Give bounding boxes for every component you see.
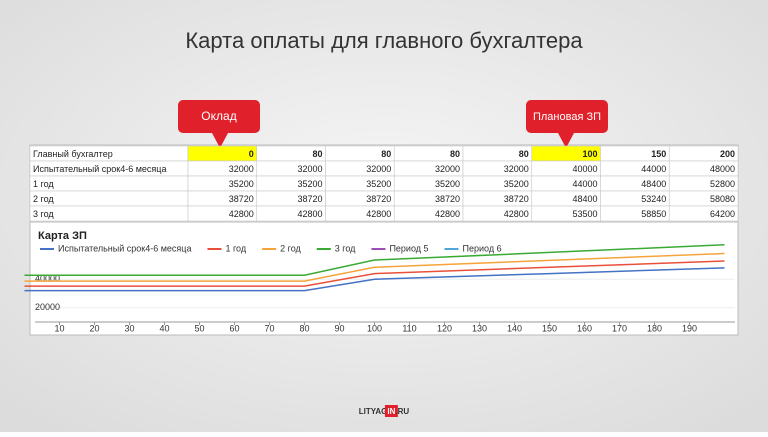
logo: LITYAGIN.RU <box>359 407 410 416</box>
slide-title: Карта оплаты для главного бухгалтера <box>185 28 583 53</box>
x-tick-label: 90 <box>334 323 344 333</box>
cell-text: 38720 <box>435 194 460 204</box>
cell-text: 32000 <box>504 164 529 174</box>
cell-text: 42800 <box>435 209 460 219</box>
cell-text: 35200 <box>297 179 322 189</box>
x-tick-label: 110 <box>402 323 416 333</box>
x-tick-label: 80 <box>299 323 309 333</box>
cell-text: 0 <box>249 149 254 159</box>
cell-text: 58850 <box>641 209 666 219</box>
cell-text: 42800 <box>366 209 391 219</box>
cell-text: 35200 <box>435 179 460 189</box>
table-cell <box>29 205 189 222</box>
cell-text: 32000 <box>435 164 460 174</box>
y-tick-label: 40000 <box>35 274 60 284</box>
cell-text: 32000 <box>229 164 254 174</box>
x-tick-label: 60 <box>229 323 239 333</box>
x-tick-label: 190 <box>682 323 697 333</box>
cell-text: 80 <box>450 149 460 159</box>
legend-label: Период 6 <box>463 243 502 253</box>
series-line <box>24 244 725 277</box>
x-tick-label: 130 <box>472 323 487 333</box>
cell-text: 38720 <box>229 194 254 204</box>
cell-text: 53240 <box>641 194 666 204</box>
cell-text: 2 год <box>33 194 54 204</box>
cell-text: 42800 <box>297 209 322 219</box>
chart-title: Карта ЗП <box>38 230 87 242</box>
x-tick-label: 160 <box>577 323 592 333</box>
cell-text: 38720 <box>504 194 529 204</box>
cell-text: 80 <box>381 149 391 159</box>
x-tick-label: 50 <box>194 323 204 333</box>
cell-text: 48400 <box>641 179 666 189</box>
series-line <box>24 267 725 292</box>
x-tick-label: 40 <box>159 323 169 333</box>
table-cell <box>187 145 258 162</box>
cell-text: 40000 <box>572 164 597 174</box>
x-tick-label: 180 <box>647 323 662 333</box>
cell-text: 58080 <box>710 194 735 204</box>
cell-text: 3 год <box>33 209 54 219</box>
cell-text: 38720 <box>366 194 391 204</box>
table-cell <box>29 175 189 192</box>
callout <box>178 100 260 148</box>
cell-text: 42800 <box>229 209 254 219</box>
x-tick-label: 150 <box>542 323 557 333</box>
callout-label: Оклад <box>201 109 236 123</box>
logo-part: .RU <box>395 407 409 416</box>
cell-text: 150 <box>651 149 666 159</box>
cell-text: 52800 <box>710 179 735 189</box>
cell-text: 1 год <box>33 179 54 189</box>
cell-text: Испытательный срок4-6 месяца <box>33 164 166 174</box>
cell-text: 38720 <box>297 194 322 204</box>
cell-text: 35200 <box>366 179 391 189</box>
x-tick-label: 10 <box>54 323 64 333</box>
cell-text: 32000 <box>297 164 322 174</box>
cell-text: 48000 <box>710 164 735 174</box>
x-tick-label: 70 <box>264 323 274 333</box>
series-line <box>24 260 725 287</box>
cell-text: 200 <box>720 149 735 159</box>
x-tick-label: 120 <box>437 323 452 333</box>
table-cell <box>29 190 189 207</box>
cell-text: Главный бухгалтер <box>33 149 113 159</box>
logo-part: IN <box>387 407 395 416</box>
x-tick-label: 140 <box>507 323 522 333</box>
legend-label: 3 год <box>335 243 356 253</box>
legend-label: 2 год <box>280 243 301 253</box>
logo-part: LITYAG <box>359 407 388 416</box>
cell-text: 48400 <box>572 194 597 204</box>
x-tick-label: 170 <box>612 323 627 333</box>
cell-text: 44000 <box>641 164 666 174</box>
cell-text: 44000 <box>572 179 597 189</box>
cell-text: 100 <box>582 149 597 159</box>
cell-text: 64200 <box>710 209 735 219</box>
y-tick-label: 20000 <box>35 302 60 312</box>
cell-text: 80 <box>519 149 529 159</box>
cell-text: 35200 <box>229 179 254 189</box>
legend-label: 1 год <box>225 243 246 253</box>
cell-text: 32000 <box>366 164 391 174</box>
cell-text: 35200 <box>504 179 529 189</box>
callout <box>526 100 608 148</box>
cell-text: 53500 <box>572 209 597 219</box>
x-tick-label: 30 <box>124 323 134 333</box>
x-tick-label: 100 <box>367 323 382 333</box>
cell-text: 80 <box>312 149 322 159</box>
legend-label: Период 5 <box>389 243 428 253</box>
cell-text: 42800 <box>504 209 529 219</box>
series-line <box>24 252 725 282</box>
legend-label: Испытательный срок4-6 месяца <box>58 243 191 253</box>
table-cell <box>668 205 739 222</box>
callout-label: Плановая ЗП <box>533 111 601 123</box>
x-tick-label: 20 <box>89 323 99 333</box>
